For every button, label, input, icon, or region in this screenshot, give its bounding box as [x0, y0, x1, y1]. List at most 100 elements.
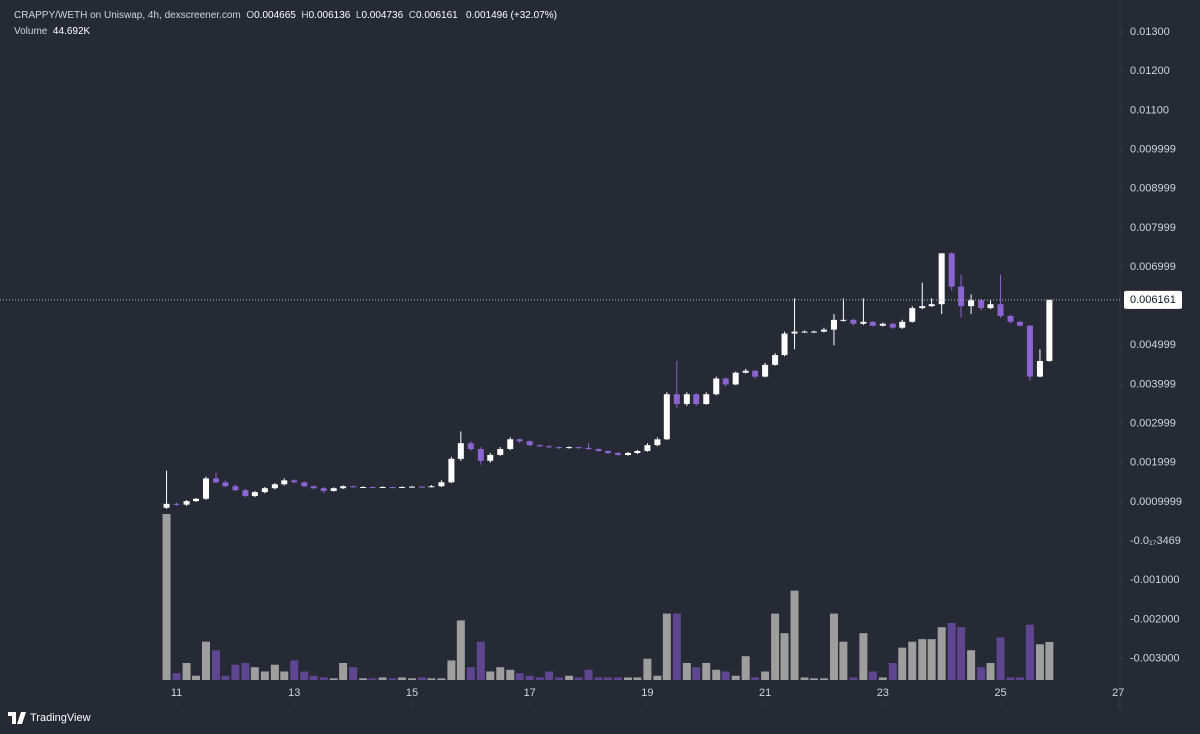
x-tick-label: 15 — [406, 687, 418, 699]
volume-bar — [819, 678, 828, 680]
candle-body — [163, 503, 170, 508]
volume-bar — [584, 669, 593, 680]
candle-body — [261, 488, 268, 493]
candle-body — [566, 447, 573, 449]
volume-bar — [594, 677, 603, 680]
candle-body — [762, 364, 769, 377]
x-tick-label: 19 — [641, 687, 653, 699]
candle-body — [546, 446, 553, 448]
candle-body — [595, 449, 602, 452]
volume-bar — [260, 671, 269, 680]
volume-bar — [1045, 641, 1054, 680]
candle-body — [663, 394, 670, 440]
volume-bar — [486, 671, 495, 680]
volume-bar — [378, 677, 387, 680]
candle-body — [457, 443, 464, 459]
candle-body — [389, 487, 396, 489]
volume-bar — [878, 677, 887, 680]
ohlc-key: L — [355, 10, 362, 21]
volume-bar — [1035, 644, 1044, 680]
symbol: CRAPPY/WETH on Uniswap, 4h, dexscreener.… — [14, 10, 241, 21]
candle-body — [713, 378, 720, 395]
y-tick-label: 0.004999 — [1130, 339, 1176, 351]
candle-body — [1026, 325, 1033, 377]
brand-logo — [8, 712, 26, 724]
candle-body — [703, 394, 710, 405]
volume-bar — [329, 678, 338, 680]
y-tick-label: 0.007999 — [1130, 222, 1176, 234]
volume-bar — [741, 656, 750, 680]
volume-bar — [280, 671, 289, 680]
legend-row: CRAPPY/WETH on Uniswap, 4h, dexscreener.… — [14, 8, 557, 24]
candle-body — [840, 319, 847, 321]
volume-bar — [829, 613, 838, 680]
volume-bar — [672, 613, 681, 680]
candle-body — [526, 441, 533, 446]
ohlc-value: 0.004736 — [361, 10, 404, 21]
ohlc-legend: O0.004665 H0.006136 L0.004736 C0.006161 — [246, 10, 463, 21]
volume-bar — [565, 675, 574, 680]
volume-bar — [496, 667, 505, 680]
volume-bar — [977, 667, 986, 680]
volume-bar — [653, 675, 662, 680]
candle-body — [624, 452, 631, 455]
volume-bar — [182, 662, 191, 680]
x-tick-label: 21 — [759, 687, 771, 699]
brand-name: TradingView — [30, 712, 91, 724]
volume-bar — [918, 639, 927, 680]
change: 0.001496 (+32.07%) — [466, 10, 557, 21]
candle-body — [860, 321, 867, 324]
candle-body — [673, 394, 680, 405]
candle-body — [438, 482, 445, 487]
volume-bar — [437, 678, 446, 680]
candle-body — [742, 370, 749, 373]
volume-bar — [1006, 677, 1015, 680]
ohlc-key: H — [301, 10, 309, 21]
candle-body — [634, 451, 641, 453]
volume-bar — [270, 664, 279, 680]
volume-bar — [417, 677, 426, 680]
volume-bar — [986, 662, 995, 680]
volume-bar — [506, 669, 515, 680]
candle-body — [291, 480, 298, 483]
candle-body — [889, 323, 896, 328]
candle-body — [398, 487, 405, 489]
volume-bar — [221, 675, 230, 680]
candle-body — [516, 439, 523, 442]
volume-bar — [300, 671, 309, 680]
candle-body — [772, 355, 779, 365]
candle-body — [958, 286, 965, 307]
volume-bar — [241, 662, 250, 680]
volume-bar — [800, 677, 809, 680]
y-tick-label: -0.002000 — [1130, 613, 1180, 625]
candle-body — [202, 478, 209, 499]
y-tick-label: 0.002999 — [1130, 418, 1176, 430]
candle-body — [1007, 315, 1014, 322]
volume-bar — [456, 620, 465, 680]
volume-bar — [731, 675, 740, 680]
candle-body — [928, 304, 935, 307]
volume-bar — [290, 660, 299, 680]
volume-bar — [515, 673, 524, 680]
volume-bar — [466, 667, 475, 680]
candle-body — [350, 486, 357, 488]
x-tick-label: 13 — [288, 687, 300, 699]
candle-body — [301, 482, 308, 487]
brand[interactable]: TradingView — [8, 712, 91, 724]
y-tick-label: 0.001999 — [1130, 457, 1176, 469]
volume-bar — [643, 658, 652, 680]
candle-body — [987, 304, 994, 309]
legend: CRAPPY/WETH on Uniswap, 4h, dexscreener.… — [14, 8, 557, 40]
candle-body — [978, 300, 985, 309]
volume-bar — [761, 671, 770, 680]
volume-bar — [908, 641, 917, 680]
candle-body — [183, 501, 190, 505]
candle-body — [791, 331, 798, 334]
y-tick-label: 0.0009999 — [1130, 496, 1182, 508]
volume-bar — [849, 677, 858, 680]
candle-body — [222, 482, 229, 487]
x-tick-label: 11 — [171, 687, 182, 699]
